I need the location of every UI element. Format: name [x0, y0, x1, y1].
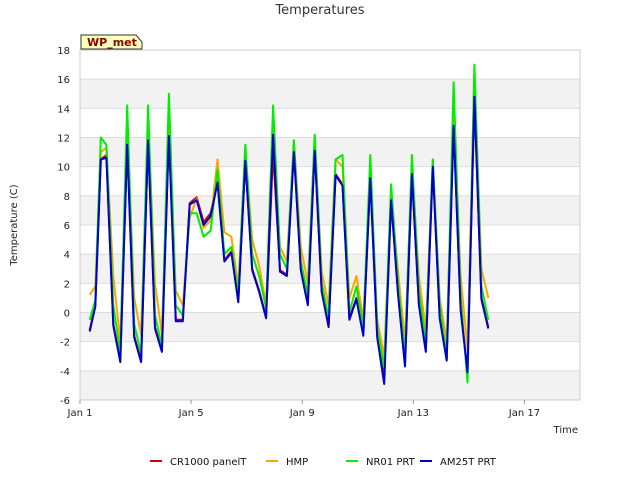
plot-frame: [79, 49, 581, 401]
x-tick-label: Jan 5: [178, 408, 204, 419]
band: [80, 370, 580, 400]
legend-label: CR1000 panelT: [170, 457, 247, 468]
legend-label: NR01 PRT: [366, 457, 416, 468]
x-axis-label: Time: [553, 425, 578, 436]
y-tick-label: 6: [64, 221, 70, 232]
legend-label: HMP: [286, 457, 308, 468]
legend-label: AM25T PRT: [440, 457, 497, 468]
site-badge-label: WP_met: [87, 36, 137, 49]
x-tick-label: Jan 9: [289, 408, 315, 419]
series-line-am25t-prt: [88, 95, 490, 385]
y-tick-label: -6: [60, 396, 70, 407]
y-tick-label: 2: [64, 279, 70, 290]
y-tick-label: -2: [60, 338, 70, 349]
y-tick-label: 14: [57, 104, 70, 115]
y-tick-label: 0: [64, 309, 70, 320]
site-badge-box: [80, 34, 143, 50]
x-axis-ticks: Jan 1 Jan 5 Jan 9 Jan 13 Jan 17: [67, 400, 540, 419]
y-tick-label: 16: [57, 75, 70, 86]
band: [80, 195, 580, 225]
x-tick-label: Jan 17: [508, 408, 540, 419]
y-tick-label: 18: [57, 46, 70, 57]
x-tick-label: Jan 1: [67, 408, 93, 419]
band: [80, 79, 580, 109]
y-tick-label: 4: [64, 250, 70, 261]
y-tick-label: -4: [60, 367, 70, 378]
y-tick-label: 8: [64, 192, 70, 203]
y-tick-label: 12: [57, 134, 70, 145]
chart-title: Temperatures: [274, 3, 364, 18]
y-axis-label: Temperature (C): [9, 184, 20, 266]
site-badge: WP_met: [80, 34, 143, 50]
legend: CR1000 panelT HMP NR01 PRT AM25T PRT: [150, 457, 497, 468]
band: [80, 137, 580, 167]
plot-background-bands: [80, 79, 580, 400]
y-axis-ticks: -6 -4 -2 0 2 4 6 8 10 12 14 16 18: [57, 46, 70, 407]
x-tick-label: Jan 13: [397, 408, 429, 419]
series-lines: [88, 63, 490, 385]
y-tick-label: 10: [57, 163, 70, 174]
